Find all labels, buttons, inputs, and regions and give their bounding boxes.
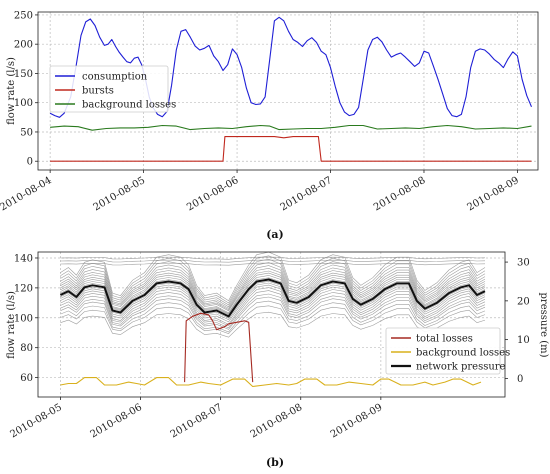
b-y-ticks: 60 80 100 120 140 — [14, 253, 38, 384]
a-legend: consumption bursts background losses — [49, 65, 176, 113]
b-gray-pressure-line — [60, 256, 486, 260]
b-x-tick-label: 2010-08-08 — [249, 402, 304, 440]
a-y-tick-label: 0 — [27, 157, 33, 168]
b-gray-pressure-line — [60, 296, 486, 330]
b-gray-pressure-line — [60, 293, 486, 329]
b-y-tick-label: 120 — [14, 283, 33, 294]
b-gray-pressure-line — [60, 267, 486, 310]
b-x-tick-label: 2010-08-05 — [8, 402, 63, 440]
b-panel-label: (b) — [266, 456, 284, 469]
b-gray-pressure-line — [60, 290, 486, 327]
b-gray-pressure-line — [60, 311, 486, 338]
a-series-line-bursts — [50, 136, 532, 162]
a-x-tick-label: 2010-08-09 — [466, 175, 521, 213]
b-gray-pressure-line — [60, 300, 486, 333]
b-x-tick-label: 2010-08-07 — [169, 402, 224, 440]
b-gray-pressure-series — [60, 251, 486, 338]
b-gray-pressure-line — [60, 305, 486, 335]
a-legend-label: bursts — [82, 86, 114, 97]
a-series-line-background-losses — [50, 124, 532, 131]
b-series-line-background-losses — [60, 377, 482, 388]
a-x-tick-label: 2010-08-07 — [279, 175, 334, 213]
b-gray-pressure-line — [60, 258, 486, 306]
b-y-tick-label: 80 — [20, 343, 33, 354]
b-gray-pressure-line — [60, 272, 486, 314]
a-y-tick-label: 150 — [14, 69, 33, 80]
b-y-tick-label-right: 10 — [517, 335, 530, 346]
b-legend-label: background losses — [416, 348, 510, 359]
b-gray-pressure-line — [60, 287, 486, 325]
b-y-tick-label: 140 — [14, 253, 33, 264]
b-gray-pressure-line — [60, 265, 486, 309]
b-gray-pressure-line — [60, 255, 486, 304]
b-gray-pressure-line — [60, 270, 486, 312]
b-series — [59, 278, 486, 388]
b-y-tick-label: 100 — [14, 313, 33, 324]
b-legend-box — [385, 327, 501, 375]
a-y-tick-label: 250 — [14, 10, 33, 21]
b-y-tick-label-right: 30 — [517, 258, 530, 269]
a-x-tick-label: 2010-08-06 — [185, 175, 240, 213]
b-gray-pressure-line — [60, 280, 486, 319]
a-y-tick-label: 200 — [14, 40, 33, 51]
a-legend-label: background losses — [82, 100, 176, 111]
a-x-tick-label: 2010-08-08 — [372, 175, 427, 213]
b-series-line-network-pressure — [59, 278, 486, 318]
a-plot-frame — [37, 11, 539, 171]
a-series-line-consumption — [49, 16, 533, 118]
a-x-ticks: 2010-08-04 2010-08-05 2010-08-06 2010-08-07… — [0, 170, 521, 213]
b-gray-pressure-line — [60, 275, 486, 315]
a-y-tick-label: 50 — [20, 127, 33, 138]
b-plot-frame — [37, 251, 506, 398]
b-gray-pressure-line — [60, 262, 486, 308]
b-gray-pressure-line — [60, 284, 486, 323]
b-legend-label: network pressure — [416, 362, 506, 373]
b-y-ticks-right: 0 10 20 30 — [505, 258, 530, 385]
a-legend-box — [49, 65, 169, 113]
a-panel-label: (a) — [266, 228, 284, 241]
a-y-ticks: 0 50 100 150 200 250 — [14, 10, 38, 168]
b-gray-pressure-line — [60, 259, 486, 263]
a-x-tick-label: 2010-08-05 — [92, 175, 147, 213]
b-series-line-total-losses — [184, 312, 254, 383]
a-y-tick-label: 100 — [14, 98, 33, 109]
b-y-tick-label: 60 — [20, 373, 33, 384]
a-y-axis-label: flow rate (l/s) — [6, 57, 17, 125]
b-y-tick-label-right: 0 — [517, 374, 523, 385]
b-gray-pressure-line — [60, 282, 486, 321]
b-y-axis-label-right: pressure (m) — [538, 293, 549, 358]
a-series — [49, 16, 533, 162]
b-legend-label: total losses — [416, 334, 473, 345]
b-x-tick-label: 2010-08-06 — [89, 402, 144, 440]
b-y-axis-label: flow rate (l/s) — [6, 291, 17, 359]
b-legend: total losses background losses network pre… — [385, 327, 510, 375]
b-x-ticks: 2010-08-05 2010-08-06 2010-08-07 2010-08-08… — [8, 397, 384, 440]
a-x-tick-label: 2010-08-04 — [0, 175, 54, 213]
b-y-tick-label-right: 20 — [517, 296, 530, 307]
b-gray-pressure-line — [60, 262, 486, 266]
b-x-tick-label: 2010-08-09 — [329, 402, 384, 440]
a-legend-label: consumption — [82, 72, 148, 83]
